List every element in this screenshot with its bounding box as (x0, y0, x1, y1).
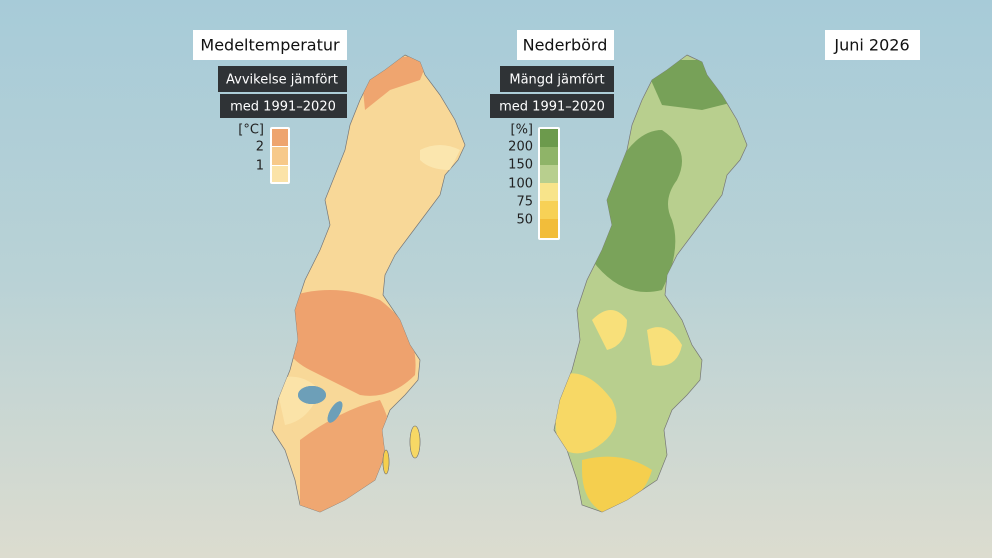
date-box (825, 30, 920, 60)
precipitation-map (298, 54, 748, 513)
map-title: Medeltemperatur (200, 36, 340, 55)
temperature-legend: [°C] 2 1 (238, 123, 290, 184)
subtitle-box (220, 94, 347, 118)
map-title: Nederbörd (523, 36, 608, 55)
title-box (193, 30, 347, 60)
precipitation-legend: [%] 200 150 100 75 50 (508, 123, 560, 240)
legend-label: 1 (256, 159, 264, 174)
subtitle-box (218, 66, 347, 92)
subtitle-box (490, 94, 614, 118)
legend-unit: [°C] (238, 123, 264, 138)
legend-label: 200 (508, 140, 533, 155)
map-subtitle: med 1991–2020 (499, 100, 605, 115)
subtitle-box (500, 66, 614, 92)
legend-label: 50 (516, 213, 533, 228)
date: Juni 2026 (833, 36, 909, 55)
legend-unit: [%] (511, 123, 534, 138)
map-subtitle: med 1991–2020 (230, 100, 336, 115)
title-box (517, 30, 614, 60)
legend-label: 75 (516, 195, 533, 210)
map-subtitle: Avvikelse jämfört (226, 73, 338, 88)
legend-label: 2 (256, 140, 264, 155)
legend-label: 100 (508, 177, 533, 192)
map-subtitle: Mängd jämfört (509, 73, 604, 88)
legend-label: 150 (508, 158, 533, 173)
